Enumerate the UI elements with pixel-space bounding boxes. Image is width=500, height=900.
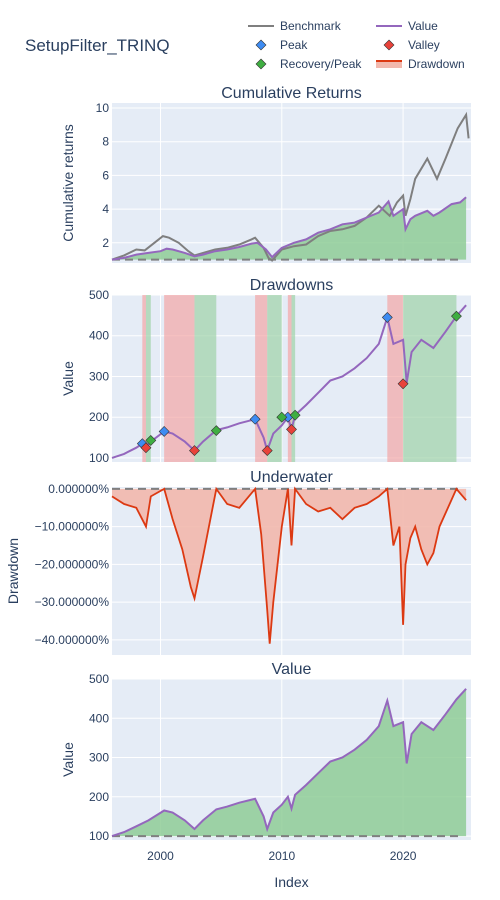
- y-tick-label: 10: [96, 101, 110, 115]
- x-axis-label: Index: [274, 874, 308, 890]
- value-positive-fill: [112, 688, 467, 837]
- y-tick-label: −20.000000%: [35, 557, 110, 571]
- y-tick-label: 200: [89, 790, 109, 804]
- recovery-band: [145, 295, 151, 462]
- valley-marker: [140, 442, 152, 454]
- peak-marker: [158, 426, 170, 437]
- y-tick-label: 500: [89, 672, 109, 686]
- drawdown-band: [142, 295, 146, 462]
- legend-label-value: Value: [408, 19, 438, 33]
- valley-marker: [189, 445, 200, 457]
- recovery-band: [267, 295, 282, 462]
- y-tick-label: 0.000000%: [48, 482, 109, 496]
- recovery-band: [403, 295, 457, 462]
- y-tick-label: −10.000000%: [35, 520, 110, 534]
- recovery-marker: [210, 425, 222, 437]
- value-line: [111, 688, 467, 838]
- y-tick-label: 400: [89, 711, 109, 725]
- drawdown-line: [111, 486, 467, 644]
- y-tick-label: −30.000000%: [35, 595, 110, 609]
- legend-swatch-drawdown: [376, 61, 402, 68]
- y-tick-label: 100: [89, 829, 109, 843]
- legend-swatch-peak: [255, 39, 267, 51]
- y-axis-label: Drawdown: [5, 538, 21, 604]
- y-tick-label: 200: [89, 410, 109, 424]
- recovery-marker: [451, 310, 462, 322]
- valley-marker: [397, 378, 409, 390]
- drawdown-fill: [112, 488, 467, 644]
- legend-label-drawdown: Drawdown: [408, 57, 465, 71]
- subplot-title: Value: [272, 661, 312, 678]
- drawdown-band: [255, 295, 268, 462]
- valley-marker: [286, 423, 297, 435]
- benchmark-line: [111, 111, 470, 262]
- subplot-title: Underwater: [250, 469, 333, 486]
- y-tick-label: −40.000000%: [35, 633, 110, 647]
- legend-label-benchmark: Benchmark: [280, 19, 342, 33]
- value-line: [111, 196, 467, 261]
- recovery-marker: [289, 409, 301, 421]
- panel-1: [111, 103, 471, 263]
- y-tick-label: 4: [102, 202, 109, 216]
- y-axis-label: Cumulative returns: [60, 124, 76, 242]
- y-tick-label: 300: [89, 369, 109, 383]
- subplot-title: Drawdowns: [250, 277, 334, 294]
- peak-marker: [381, 311, 393, 323]
- y-tick-label: 300: [89, 751, 109, 765]
- recovery-band: [194, 295, 217, 462]
- x-tick-label: 2010: [268, 849, 295, 863]
- panel-4: [111, 678, 471, 840]
- panel-2: [111, 294, 471, 462]
- value-positive-fill: [112, 197, 467, 260]
- chart-title: SetupFilter_TRINQ: [25, 36, 170, 55]
- recovery-marker: [276, 411, 288, 423]
- peak-marker: [249, 413, 261, 425]
- y-tick-label: 8: [102, 135, 109, 149]
- panel-3: [111, 486, 471, 655]
- legend-label-peak: Peak: [280, 38, 308, 52]
- y-tick-label: 100: [89, 451, 109, 465]
- legend-label-recovery-peak: Recovery/Peak: [280, 57, 362, 71]
- valley-marker: [261, 445, 273, 457]
- y-tick-label: 6: [102, 168, 109, 182]
- legend-label-valley: Valley: [408, 38, 440, 52]
- y-axis-label: Value: [60, 361, 76, 396]
- x-tick-label: 2000: [147, 849, 174, 863]
- drawdown-band: [164, 295, 195, 462]
- drawdown-band: [287, 295, 292, 462]
- recovery-band: [291, 295, 296, 462]
- y-tick-label: 400: [89, 329, 109, 343]
- y-axis-label: Value: [60, 742, 76, 777]
- subplot-title: Cumulative Returns: [221, 85, 362, 102]
- y-tick-label: 500: [89, 288, 109, 302]
- legend-swatch-recovery-peak: [255, 58, 267, 70]
- recovery-marker: [145, 434, 157, 446]
- y-tick-label: 2: [102, 236, 109, 250]
- legend-swatch-valley: [383, 39, 395, 51]
- x-tick-label: 2020: [390, 849, 417, 863]
